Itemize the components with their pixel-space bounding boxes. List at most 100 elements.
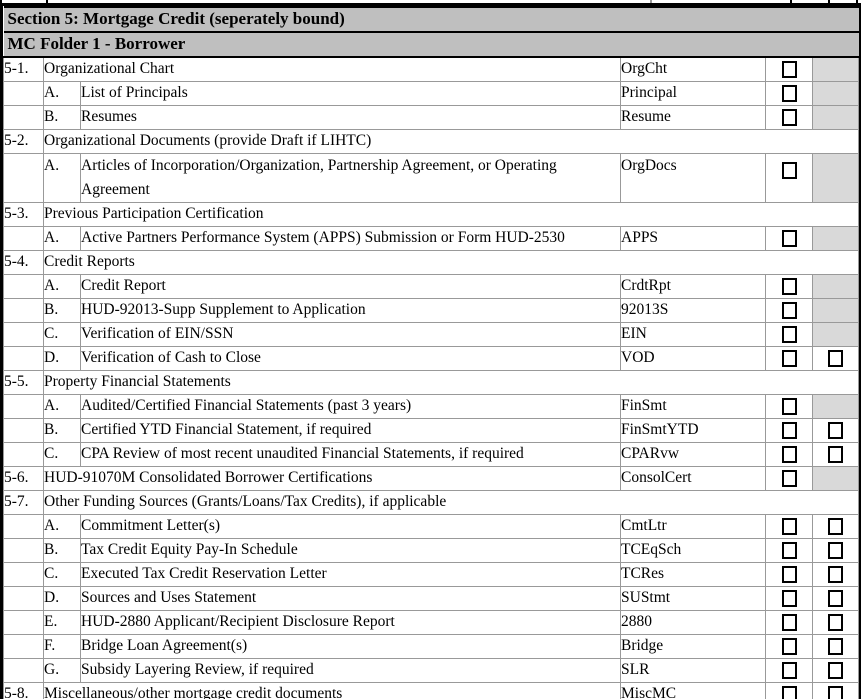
section-title: Other Funding Sources (Grants/Loans/Tax … (43, 489, 859, 515)
checkbox[interactable] (781, 349, 797, 367)
checkbox[interactable] (828, 349, 843, 367)
checkbox[interactable] (781, 277, 797, 295)
item-code: OrgCht (620, 56, 766, 82)
item-description: Verification of EIN/SSN (80, 321, 621, 347)
checkbox[interactable] (828, 685, 843, 699)
checkbox-cell (765, 273, 813, 299)
item-description: Verification of Cash to Close (80, 345, 621, 371)
table-row: D. Sources and Uses Statement SUStmt (3, 585, 859, 611)
item-description: Articles of Incorporation/Organization, … (80, 152, 621, 203)
item-letter: A. (43, 152, 81, 203)
checkbox-cell (765, 537, 813, 563)
checkbox[interactable] (781, 661, 797, 679)
item-code: FinSmt (620, 393, 766, 419)
item-letter: B. (43, 297, 81, 323)
checkbox[interactable] (828, 445, 843, 463)
table-row: 5-3. Previous Participation Certification (3, 201, 859, 227)
checkbox[interactable] (781, 685, 797, 699)
item-letter: F. (43, 633, 81, 659)
checkbox-cell (812, 441, 859, 467)
item-code: SUStmt (620, 585, 766, 611)
table-row: C. Executed Tax Credit Reservation Letter… (3, 561, 859, 587)
item-code: ConsolCert (620, 465, 766, 491)
checkbox[interactable] (828, 565, 843, 583)
item-letter: B. (43, 537, 81, 563)
item-description: Certified YTD Financial Statement, if re… (80, 417, 621, 443)
checkbox[interactable] (781, 589, 797, 607)
checkbox-cell (765, 297, 813, 323)
checkbox[interactable] (828, 613, 843, 631)
item-letter: D. (43, 345, 81, 371)
shaded-cell (812, 225, 859, 251)
item-description: Bridge Loan Agreement(s) (80, 633, 621, 659)
table-row: C. Verification of EIN/SSN EIN (3, 321, 859, 347)
checkbox-cell (765, 441, 813, 467)
checkbox-cell (765, 417, 813, 443)
checkbox[interactable] (781, 565, 797, 583)
checkbox-cell (765, 465, 813, 491)
checkbox[interactable] (828, 661, 843, 679)
item-code: Resume (620, 104, 766, 130)
table-row: A. Commitment Letter(s) CmtLtr (3, 513, 859, 539)
item-description: Tax Credit Equity Pay-In Schedule (80, 537, 621, 563)
item-number (3, 273, 44, 299)
checkbox[interactable] (828, 589, 843, 607)
item-number (3, 513, 44, 539)
checkbox-cell (812, 561, 859, 587)
shaded-cell (812, 56, 859, 82)
table-row: B. Tax Credit Equity Pay-In Schedule TCEqS… (3, 537, 859, 563)
table-row: 5-7. Other Funding Sources (Grants/Loans/… (3, 489, 859, 515)
checkbox[interactable] (781, 61, 797, 79)
checkbox[interactable] (828, 637, 843, 655)
table-row: B. Resumes Resume (3, 104, 859, 130)
checkbox-cell (765, 513, 813, 539)
item-number: 5-5. (3, 369, 44, 395)
table-row: A. Articles of Incorporation/Organization… (3, 152, 859, 203)
checkbox[interactable] (781, 517, 797, 535)
checkbox[interactable] (781, 397, 797, 415)
table-row: A. Credit Report CrdtRpt (3, 273, 859, 299)
checkbox[interactable] (781, 421, 797, 439)
checkbox[interactable] (781, 301, 797, 319)
checkbox-cell (765, 657, 813, 683)
checkbox[interactable] (781, 469, 797, 487)
item-number: 5-7. (3, 489, 44, 515)
shaded-cell (812, 393, 859, 419)
item-code: CPARvw (620, 441, 766, 467)
shaded-cell (812, 297, 859, 323)
item-description: List of Principals (80, 80, 621, 106)
shaded-cell (812, 152, 859, 203)
checkbox[interactable] (781, 445, 797, 463)
table-row: 5-6. HUD-91070M Consolidated Borrower Cer… (3, 465, 859, 491)
checkbox[interactable] (828, 421, 843, 439)
table-row: C. CPA Review of most recent unaudited Fi… (3, 441, 859, 467)
checkbox[interactable] (781, 108, 797, 126)
item-description: Resumes (80, 104, 621, 130)
checkbox[interactable] (781, 613, 797, 631)
checkbox[interactable] (781, 637, 797, 655)
checkbox[interactable] (781, 541, 797, 559)
mortgage-credit-checklist: Section 5: Mortgage Credit (seperately b… (3, 6, 859, 699)
previous-table-edge (0, 0, 861, 3)
checkbox-cell (765, 561, 813, 587)
checkbox[interactable] (781, 162, 797, 180)
item-code: FinSmtYTD (620, 417, 766, 443)
checkbox-cell (812, 609, 859, 635)
checkbox[interactable] (781, 325, 797, 343)
item-number (3, 441, 44, 467)
checkbox[interactable] (828, 517, 843, 535)
checkbox-cell (812, 633, 859, 659)
table-row: B. Certified YTD Financial Statement, if … (3, 417, 859, 443)
item-number (3, 104, 44, 130)
checkbox-cell (765, 393, 813, 419)
item-code: MiscMC (620, 681, 766, 699)
checkbox[interactable] (781, 84, 797, 102)
checkbox[interactable] (828, 541, 843, 559)
checkbox[interactable] (781, 229, 797, 247)
item-letter: B. (43, 417, 81, 443)
item-description: Executed Tax Credit Reservation Letter (80, 561, 621, 587)
item-code: TCRes (620, 561, 766, 587)
checkbox-cell (765, 152, 813, 203)
item-number: 5-1. (3, 56, 44, 82)
item-code: CmtLtr (620, 513, 766, 539)
